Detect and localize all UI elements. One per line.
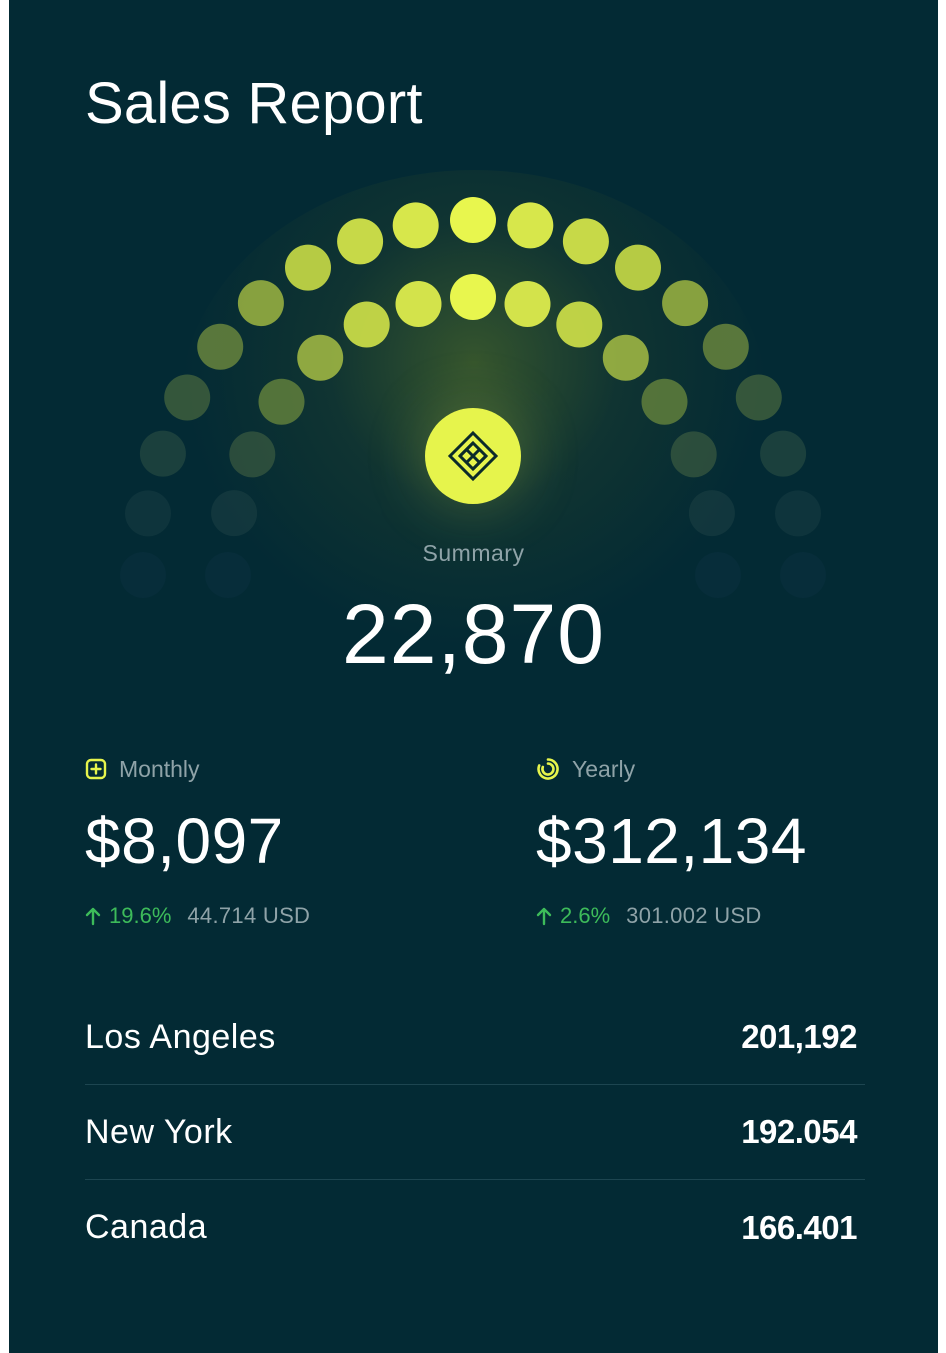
arrow-up-icon [536, 907, 552, 926]
plus-square-icon [85, 758, 107, 780]
arc-dot [120, 552, 166, 598]
spinner-ring-icon [537, 758, 559, 780]
yearly-label: Yearly [572, 755, 636, 782]
location-name: Canada [85, 1208, 208, 1246]
arc-dot [164, 374, 211, 421]
arc-dot [197, 323, 244, 370]
arc-dot [343, 301, 390, 348]
arc-dot [450, 274, 496, 320]
arc-dot [735, 374, 782, 421]
dot-arc-graphic [120, 197, 826, 598]
arc-dot [450, 197, 496, 243]
arc-dot [507, 202, 554, 249]
arc-dot [662, 280, 709, 327]
arc-dot [205, 552, 251, 598]
arc-dot [780, 552, 826, 598]
arc-dot [395, 281, 442, 327]
arc-dot [775, 490, 821, 537]
arc-dot [670, 431, 717, 478]
location-value: 192.054 [741, 1113, 857, 1150]
yearly-stat: Yearly $312,134 2.6% 301.002 USD [536, 755, 916, 929]
arc-dot [337, 218, 384, 265]
arc-dot [392, 202, 439, 249]
arc-dot [562, 218, 609, 265]
yearly-change: 2.6% [560, 903, 611, 928]
arc-dot [695, 552, 741, 598]
arc-dot [504, 281, 551, 327]
list-item: New York 192.054 [85, 1085, 865, 1180]
arc-dot [125, 490, 171, 537]
location-name: New York [85, 1112, 233, 1151]
arrow-up-icon [85, 907, 101, 926]
monthly-stat: Monthly $8,097 19.6% 44.714 USD [85, 755, 465, 929]
yearly-value: $312,134 [536, 805, 807, 877]
arc-dot [229, 431, 276, 478]
list-item: Canada 166.401 [85, 1180, 865, 1275]
arc-dot [285, 244, 331, 291]
summary-badge [425, 408, 521, 504]
diamond-grid-icon [447, 430, 499, 482]
location-value: 166.401 [741, 1208, 857, 1246]
arc-dot [641, 378, 688, 425]
location-list: Los Angeles 201,192 New York 192.054 Can… [85, 990, 865, 1275]
sales-report-card: Sales Report Summary 22,870 Monthly $8,0… [9, 0, 938, 1353]
arc-dot [258, 378, 305, 425]
monthly-label: Monthly [119, 755, 200, 782]
monthly-change: 19.6% [109, 903, 172, 928]
arc-dot [237, 280, 284, 327]
arc-dot [211, 490, 258, 537]
arc-dot [602, 334, 649, 381]
yearly-usd: 301.002 USD [626, 903, 762, 928]
location-value: 201,192 [741, 1018, 857, 1055]
arc-dot [615, 244, 661, 291]
arc-dot [760, 430, 807, 477]
summary-label: Summary [422, 540, 525, 566]
arc-dot [556, 301, 603, 348]
page-title: Sales Report [85, 71, 423, 136]
arc-dot [688, 490, 735, 537]
summary-value: 22,870 [342, 587, 605, 681]
location-name: Los Angeles [85, 1017, 276, 1056]
monthly-value: $8,097 [85, 805, 284, 877]
arc-dot [297, 334, 344, 381]
arc-dot [139, 430, 186, 477]
arc-dot [702, 323, 749, 370]
list-item: Los Angeles 201,192 [85, 990, 865, 1085]
monthly-usd: 44.714 USD [187, 903, 311, 928]
